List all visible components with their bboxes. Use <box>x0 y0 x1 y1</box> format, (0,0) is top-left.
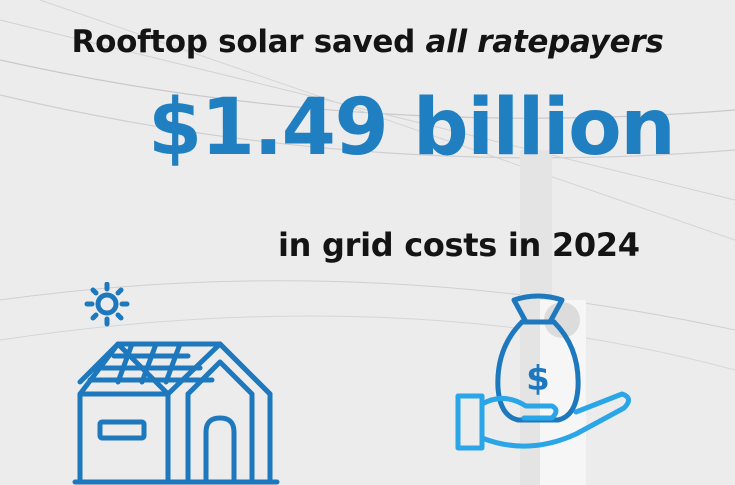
savings-amount: $1.49 billion <box>148 83 676 173</box>
house-solar-icon <box>72 282 280 485</box>
sun-icon <box>84 282 130 327</box>
money-bag-hand-icon: $ <box>455 293 631 451</box>
headline-emphasis: all ratepayers <box>425 24 664 60</box>
subline: in grid costs in 2024 <box>278 226 640 264</box>
headline: Rooftop solar saved all ratepayers <box>0 24 735 60</box>
dollar-sign: $ <box>526 359 550 399</box>
headline-prefix: Rooftop solar saved <box>71 24 426 60</box>
